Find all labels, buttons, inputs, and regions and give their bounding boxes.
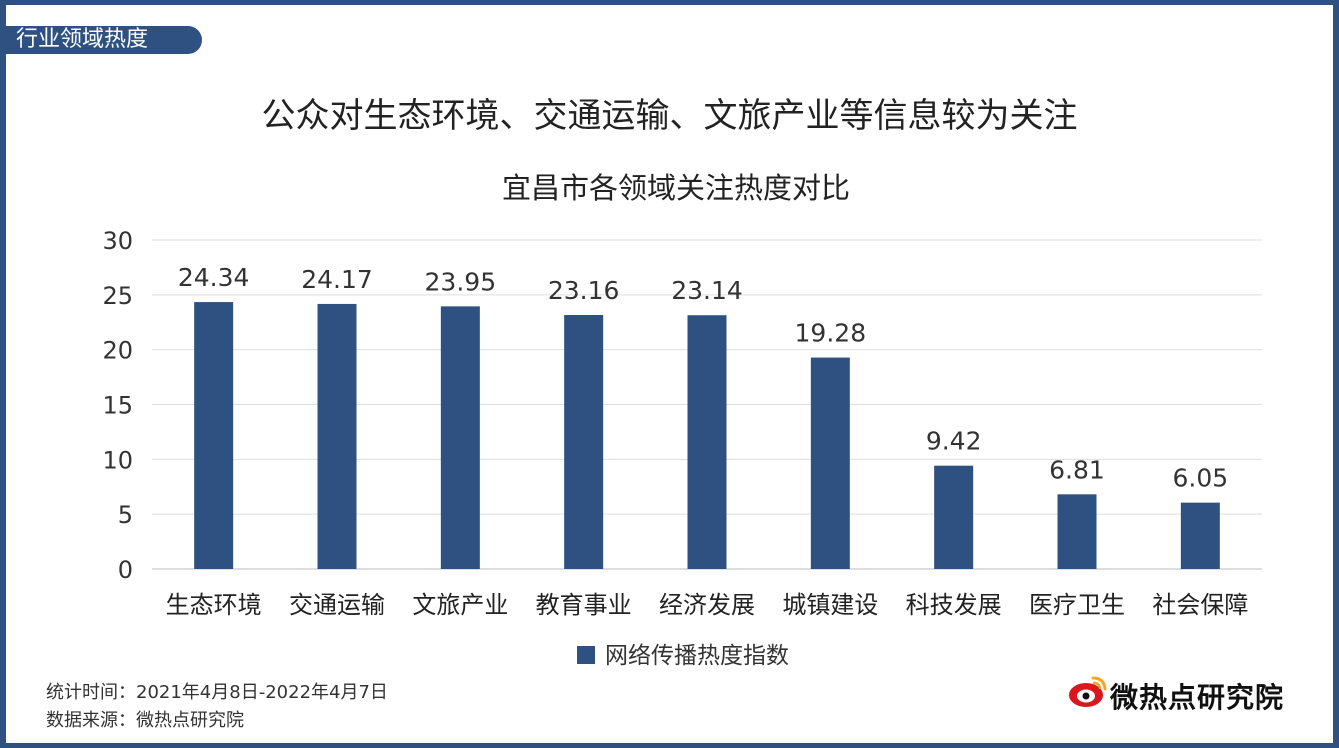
y-tick-label: 25 <box>102 282 133 310</box>
footer-source: 数据来源：微热点研究院 <box>46 710 244 731</box>
y-tick-label: 30 <box>102 227 133 255</box>
bar-value-label: 23.16 <box>548 276 620 305</box>
bar-value-label: 23.14 <box>671 276 743 305</box>
y-tick-label: 20 <box>102 337 133 365</box>
bar <box>564 315 604 569</box>
bar-value-label: 24.34 <box>178 263 250 292</box>
y-tick-label: 10 <box>102 446 133 474</box>
y-tick-label: 0 <box>118 556 133 584</box>
bar-value-label: 24.17 <box>301 265 373 294</box>
bar <box>1180 502 1220 569</box>
bar <box>194 302 234 569</box>
x-tick-label: 城镇建设 <box>782 591 878 619</box>
x-tick-label: 科技发展 <box>906 591 1002 619</box>
x-tick-label: 医疗卫生 <box>1029 591 1125 619</box>
bar <box>440 306 480 569</box>
x-tick-label: 经济发展 <box>659 591 755 619</box>
bar <box>687 315 727 569</box>
x-tick-label: 文旅产业 <box>412 591 508 619</box>
legend: 网络传播热度指数 <box>577 643 789 669</box>
x-tick-label: 社会保障 <box>1152 591 1248 619</box>
bar-value-label: 23.95 <box>425 267 497 296</box>
legend-swatch <box>577 646 595 664</box>
x-tick-label: 教育事业 <box>536 591 632 619</box>
weibo-eye-icon <box>1069 676 1107 707</box>
y-tick-label: 15 <box>102 392 133 420</box>
bar <box>810 357 850 569</box>
x-tick-label: 交通运输 <box>289 591 385 619</box>
section-tag: 行业领域热度 <box>6 26 202 54</box>
legend-label: 网络传播热度指数 <box>605 643 789 669</box>
y-tick-label: 5 <box>118 501 133 529</box>
headline: 公众对生态环境、交通运输、文旅产业等信息较为关注 <box>261 96 1078 136</box>
brand-name: 微热点研究院 <box>1110 681 1285 714</box>
bar <box>317 303 357 569</box>
bar <box>934 465 974 569</box>
bar <box>1057 494 1097 569</box>
bar-value-label: 6.81 <box>1049 455 1105 484</box>
footer-period: 统计时间：2021年4月8日-2022年4月7日 <box>46 682 388 703</box>
bar-value-label: 19.28 <box>795 319 867 348</box>
brand-logo: 微热点研究院 <box>1066 672 1316 716</box>
bar-value-label: 9.42 <box>926 427 982 456</box>
bar-value-label: 6.05 <box>1172 464 1228 493</box>
value-labels: 24.34 24.17 23.95 23.16 23.14 19.28 9.42 6.81 6.… <box>178 263 1228 493</box>
x-tick-label: 生态环境 <box>166 591 262 619</box>
y-axis-ticks: 0 5 10 15 20 25 30 <box>102 227 133 584</box>
x-axis-ticks: 生态环境 交通运输 文旅产业 教育事业 经济发展 城镇建设 科技发展 医疗卫生 社会保障 <box>166 591 1249 619</box>
chart-title: 宜昌市各领域关注热度对比 <box>502 171 850 205</box>
bars <box>194 302 1220 569</box>
